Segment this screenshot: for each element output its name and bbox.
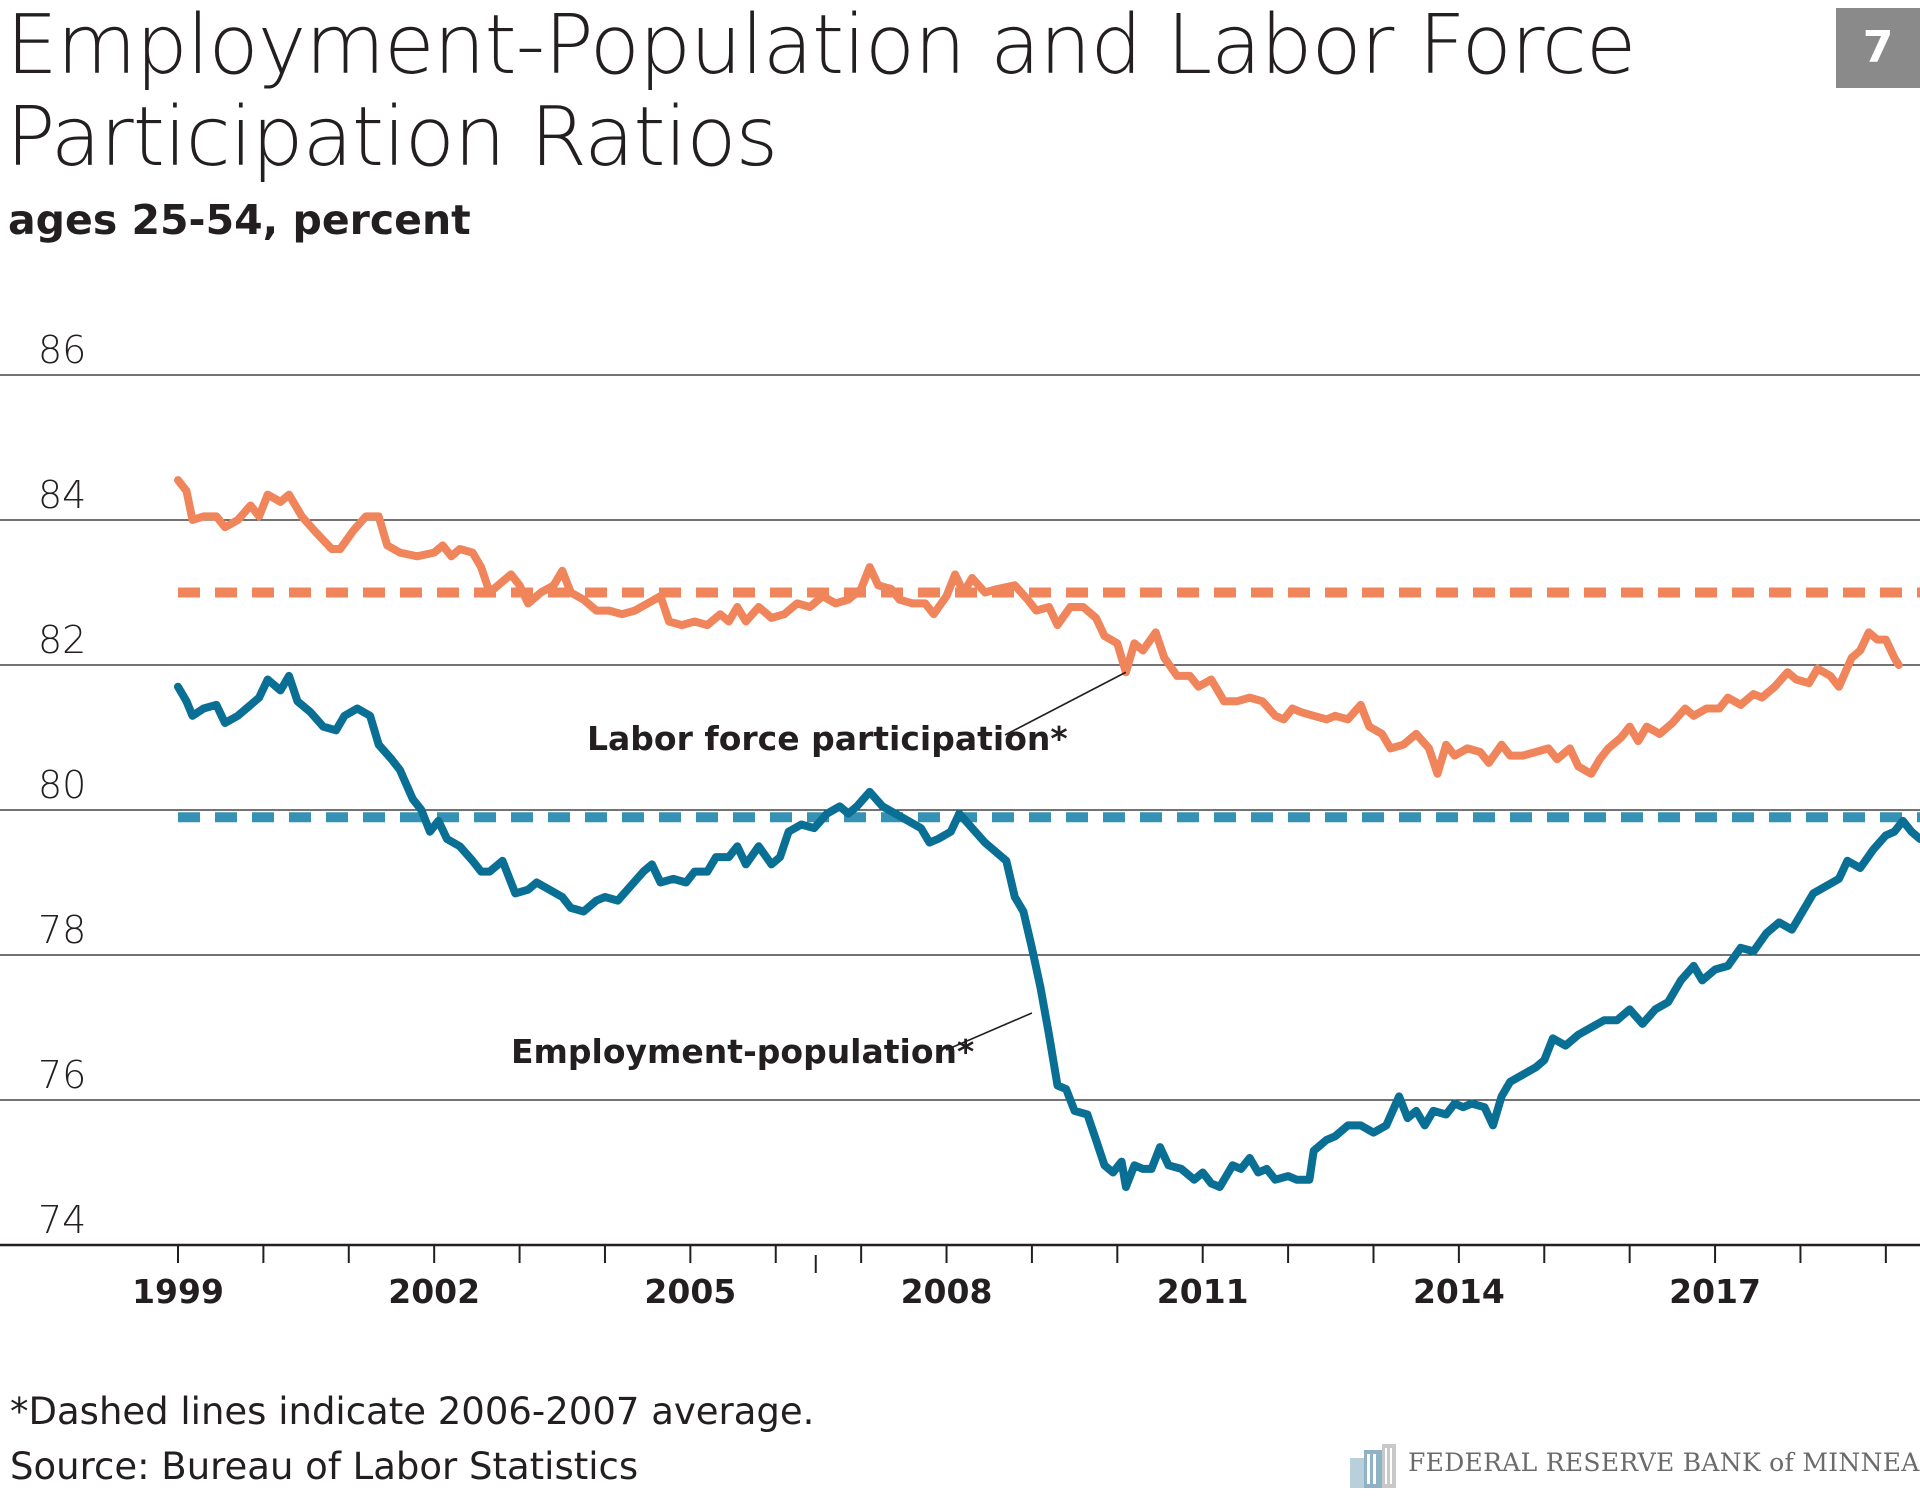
x-tick-label: 2002 [388,1272,480,1311]
annotation-leader-line [945,1012,1033,1051]
annotation-leader-line [1004,671,1127,736]
series-line-labor-force-participation [174,476,1903,778]
x-tick-label: 2017 [1669,1272,1761,1311]
y-tick-label: 76 [38,1053,86,1097]
x-axis: 1999 2002 2005 2008 2011 2014 2017 [132,1245,1887,1311]
y-axis-labels: 74 76 78 80 82 84 86 [38,328,86,1242]
building-icon [1350,1444,1396,1488]
y-tick-label: 74 [38,1198,86,1242]
x-tick-label: 1999 [132,1272,224,1311]
x-tick-label: 2005 [644,1272,736,1311]
chart-subtitle: ages 25-54, percent [8,196,471,244]
source-note: Source: Bureau of Labor Statistics [10,1445,639,1488]
annotation-labor-force-participation: Labor force participation* [587,719,1068,758]
figure-number-badge: 7 [1836,8,1920,88]
average-lines [178,587,1920,823]
series-line-employment-population [174,671,1920,1191]
x-tick-label: 2014 [1413,1272,1505,1311]
series-lines [174,476,1920,1191]
annotations: Labor force participation* Employment-pop… [511,671,1127,1071]
annotation-employment-population: Employment-population* [511,1032,974,1071]
logo-text: FEDERAL RESERVE BANK of MINNEAPOLIS [1408,1448,1920,1477]
x-tick-label: 2008 [901,1272,993,1311]
gridlines [0,374,1920,1247]
footnote: *Dashed lines indicate 2006-2007 average… [10,1390,815,1433]
y-tick-label: 82 [38,618,86,662]
fed-minneapolis-logo: FEDERAL RESERVE BANK of MINNEAPOLIS [1348,1440,1920,1490]
y-tick-label: 86 [38,328,86,372]
y-tick-label: 80 [38,763,86,807]
y-tick-label: 78 [38,908,86,952]
chart-title: Employment-Population and Labor Force Pa… [6,0,1636,185]
y-tick-label: 84 [38,473,86,517]
x-tick-label: 2011 [1157,1272,1249,1311]
